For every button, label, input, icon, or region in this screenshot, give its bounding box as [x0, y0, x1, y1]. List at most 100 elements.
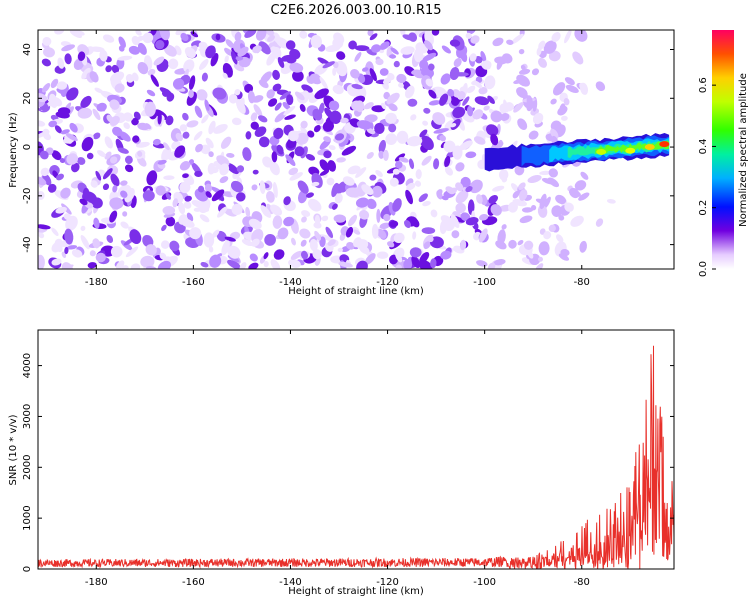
noise-blob — [268, 98, 278, 107]
noise-blob — [188, 159, 195, 165]
noise-blob — [140, 255, 155, 268]
noise-blob — [580, 171, 589, 180]
noise-blob — [569, 187, 580, 199]
noise-blob — [117, 55, 133, 61]
noise-blob — [120, 240, 133, 251]
noise-blob — [379, 41, 390, 50]
noise-blob — [263, 261, 269, 268]
noise-blob — [501, 224, 507, 230]
noise-blob — [157, 112, 162, 125]
noise-blob — [199, 214, 210, 223]
noise-blob — [199, 59, 209, 70]
noise-blob — [385, 112, 397, 124]
noise-blob — [248, 262, 259, 269]
noise-blob — [472, 109, 484, 120]
noise-blob — [147, 68, 156, 76]
noise-blob — [270, 204, 283, 216]
noise-blob — [403, 259, 413, 269]
noise-blob — [112, 185, 118, 193]
noise-blob — [38, 232, 45, 239]
noise-blob — [102, 34, 115, 43]
noise-blob — [476, 194, 483, 204]
noise-blob — [231, 117, 242, 126]
noise-blob — [73, 58, 85, 70]
noise-blob — [182, 112, 189, 121]
noise-blob — [375, 58, 384, 66]
noise-blob — [462, 96, 470, 106]
noise-blob — [319, 159, 330, 172]
x-tick-label: -100 — [473, 277, 496, 288]
noise-blob — [180, 32, 189, 42]
noise-blob — [314, 88, 329, 100]
noise-blob — [494, 56, 508, 65]
noise-blob — [111, 64, 120, 74]
noise-blob — [159, 30, 170, 41]
noise-blob — [142, 190, 155, 202]
noise-blob — [266, 191, 275, 203]
noise-blob — [493, 259, 506, 266]
noise-blob — [492, 185, 505, 192]
noise-blob — [227, 245, 241, 259]
noise-blob — [179, 161, 191, 171]
noise-blob — [51, 258, 62, 266]
noise-blob — [342, 176, 355, 186]
noise-blob — [116, 260, 125, 269]
noise-blob — [230, 50, 238, 65]
noise-blob — [131, 117, 139, 126]
x-tick-label: -180 — [85, 577, 108, 588]
x-tick-label: -140 — [279, 277, 302, 288]
noise-blob — [421, 227, 436, 235]
noise-blob — [347, 214, 358, 227]
noise-blob — [38, 120, 46, 127]
noise-blob — [348, 40, 357, 50]
noise-blob — [301, 84, 313, 93]
noise-blob — [574, 180, 587, 191]
noise-blob — [459, 239, 467, 251]
noise-blob — [381, 102, 387, 110]
noise-blob — [215, 33, 221, 41]
noise-blob — [376, 228, 387, 239]
noise-blob — [453, 72, 469, 77]
noise-blob — [55, 206, 67, 214]
noise-blob — [578, 192, 590, 201]
noise-blob — [226, 162, 239, 175]
noise-blob — [551, 32, 561, 42]
noise-blob — [550, 128, 559, 140]
noise-blob — [123, 122, 130, 130]
noise-blob — [346, 241, 355, 250]
noise-blob — [131, 35, 140, 46]
noise-blob — [118, 45, 125, 52]
noise-blob — [455, 202, 466, 214]
noise-blob — [309, 238, 318, 252]
noise-blob — [388, 103, 398, 112]
noise-blob — [260, 71, 272, 84]
noise-blob — [353, 237, 362, 248]
noise-blob — [367, 30, 374, 37]
noise-blob — [486, 124, 499, 136]
noise-blob — [409, 247, 422, 258]
noise-blob — [132, 135, 140, 143]
noise-blob — [398, 82, 404, 88]
noise-blob — [272, 181, 278, 198]
noise-blob — [465, 151, 477, 159]
noise-blob — [428, 89, 437, 99]
noise-blob — [548, 168, 559, 178]
noise-blob — [224, 47, 234, 56]
colorbar: 0.0 0.2 0.4 0.6 Normalized spectral amplitu… — [698, 30, 749, 277]
spectrogram-xlabel: Height of straight line (km) — [288, 286, 424, 297]
noise-blob — [396, 130, 409, 144]
noise-blob — [379, 68, 389, 76]
noise-blob — [328, 145, 336, 151]
noise-blob — [200, 261, 209, 268]
noise-blob — [153, 56, 165, 66]
noise-blob — [383, 213, 391, 222]
noise-blob — [490, 110, 503, 123]
noise-blob — [440, 73, 451, 85]
noise-blob — [89, 71, 99, 83]
noise-blob — [563, 98, 570, 106]
noise-blob — [558, 215, 565, 221]
noise-blob — [551, 205, 563, 217]
noise-blob — [419, 59, 429, 70]
noise-blob — [595, 81, 606, 92]
noise-blob — [277, 227, 289, 240]
